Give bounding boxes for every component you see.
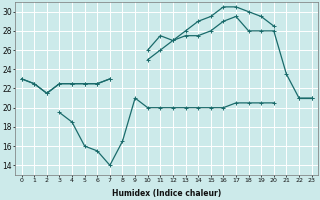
X-axis label: Humidex (Indice chaleur): Humidex (Indice chaleur) [112, 189, 221, 198]
